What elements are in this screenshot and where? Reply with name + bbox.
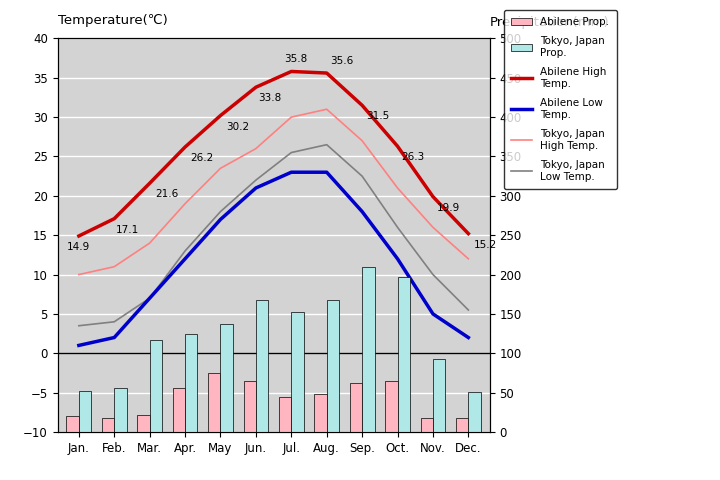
Tokyo, Japan
Low Temp. <box>393 225 402 230</box>
Line: Tokyo, Japan
Low Temp.: Tokyo, Japan Low Temp. <box>79 144 468 326</box>
Abilene High
Temp. <box>323 70 331 76</box>
Line: Tokyo, Japan
High Temp.: Tokyo, Japan High Temp. <box>79 109 468 275</box>
Abilene Low
Temp. <box>393 256 402 262</box>
Bar <box>292 312 304 432</box>
Text: 31.5: 31.5 <box>366 111 389 121</box>
Tokyo, Japan
High Temp. <box>251 146 260 152</box>
Tokyo, Japan
High Temp. <box>428 225 437 230</box>
Tokyo, Japan
High Temp. <box>393 185 402 191</box>
Bar <box>456 418 468 432</box>
Abilene Low
Temp. <box>428 311 437 317</box>
Tokyo, Japan
High Temp. <box>145 240 154 246</box>
Line: Abilene Low
Temp.: Abilene Low Temp. <box>79 172 468 346</box>
Text: 21.6: 21.6 <box>155 190 179 199</box>
Bar <box>468 392 481 432</box>
Bar <box>173 388 185 432</box>
Bar <box>185 335 197 432</box>
Tokyo, Japan
Low Temp. <box>216 209 225 215</box>
Tokyo, Japan
High Temp. <box>287 114 296 120</box>
Text: 35.8: 35.8 <box>284 54 307 64</box>
Abilene High
Temp. <box>110 216 119 222</box>
Abilene High
Temp. <box>358 102 366 108</box>
Text: Temperature(℃): Temperature(℃) <box>58 13 167 26</box>
Bar <box>397 277 410 432</box>
Tokyo, Japan
Low Temp. <box>287 150 296 156</box>
Tokyo, Japan
High Temp. <box>216 166 225 171</box>
Tokyo, Japan
Low Temp. <box>464 307 472 313</box>
Legend: Abilene Prop., Tokyo, Japan
Prop., Abilene High
Temp., Abilene Low
Temp., Tokyo,: Abilene Prop., Tokyo, Japan Prop., Abile… <box>504 10 617 189</box>
Abilene High
Temp. <box>216 113 225 119</box>
Bar <box>102 418 114 432</box>
Text: Precipitation(mm): Precipitation(mm) <box>490 16 609 29</box>
Bar <box>315 394 327 432</box>
Text: 35.6: 35.6 <box>330 56 354 66</box>
Bar <box>327 300 339 432</box>
Abilene Low
Temp. <box>323 169 331 175</box>
Bar <box>279 396 292 432</box>
Text: 30.2: 30.2 <box>226 122 249 132</box>
Tokyo, Japan
Low Temp. <box>110 319 119 324</box>
Bar <box>362 267 374 432</box>
Tokyo, Japan
Low Temp. <box>251 177 260 183</box>
Abilene High
Temp. <box>251 84 260 90</box>
Bar <box>114 388 127 432</box>
Bar <box>138 415 150 432</box>
Tokyo, Japan
High Temp. <box>358 138 366 144</box>
Abilene Low
Temp. <box>75 343 84 348</box>
Bar <box>79 391 91 432</box>
Tokyo, Japan
Low Temp. <box>358 173 366 179</box>
Text: 14.9: 14.9 <box>66 242 90 252</box>
Text: 33.8: 33.8 <box>258 94 281 103</box>
Tokyo, Japan
Low Temp. <box>428 272 437 277</box>
Text: 26.2: 26.2 <box>190 153 214 163</box>
Line: Abilene High
Temp.: Abilene High Temp. <box>79 72 468 236</box>
Abilene Low
Temp. <box>110 335 119 340</box>
Abilene Low
Temp. <box>181 256 189 262</box>
Tokyo, Japan
Low Temp. <box>145 295 154 301</box>
Bar <box>350 383 362 432</box>
Text: 17.1: 17.1 <box>116 225 139 235</box>
Tokyo, Japan
High Temp. <box>323 107 331 112</box>
Bar <box>256 300 269 432</box>
Text: 26.3: 26.3 <box>401 153 424 162</box>
Bar <box>208 373 220 432</box>
Tokyo, Japan
High Temp. <box>110 264 119 270</box>
Bar <box>433 359 446 432</box>
Tokyo, Japan
Low Temp. <box>181 248 189 254</box>
Abilene High
Temp. <box>464 231 472 237</box>
Tokyo, Japan
High Temp. <box>181 201 189 206</box>
Abilene High
Temp. <box>75 233 84 239</box>
Abilene High
Temp. <box>145 180 154 186</box>
Bar <box>385 381 397 432</box>
Bar <box>66 416 79 432</box>
Tokyo, Japan
High Temp. <box>464 256 472 262</box>
Bar <box>220 324 233 432</box>
Abilene Low
Temp. <box>358 209 366 215</box>
Text: 19.9: 19.9 <box>436 203 460 213</box>
Abilene High
Temp. <box>393 144 402 149</box>
Abilene Low
Temp. <box>287 169 296 175</box>
Abilene Low
Temp. <box>216 216 225 222</box>
Text: 15.2: 15.2 <box>474 240 497 250</box>
Abilene High
Temp. <box>287 69 296 74</box>
Tokyo, Japan
High Temp. <box>75 272 84 277</box>
Abilene High
Temp. <box>181 144 189 150</box>
Bar <box>243 381 256 432</box>
Bar <box>150 340 162 432</box>
Tokyo, Japan
Low Temp. <box>75 323 84 329</box>
Abilene High
Temp. <box>428 194 437 200</box>
Abilene Low
Temp. <box>251 185 260 191</box>
Tokyo, Japan
Low Temp. <box>323 142 331 147</box>
Abilene Low
Temp. <box>145 295 154 301</box>
Abilene Low
Temp. <box>464 335 472 340</box>
Bar <box>420 418 433 432</box>
